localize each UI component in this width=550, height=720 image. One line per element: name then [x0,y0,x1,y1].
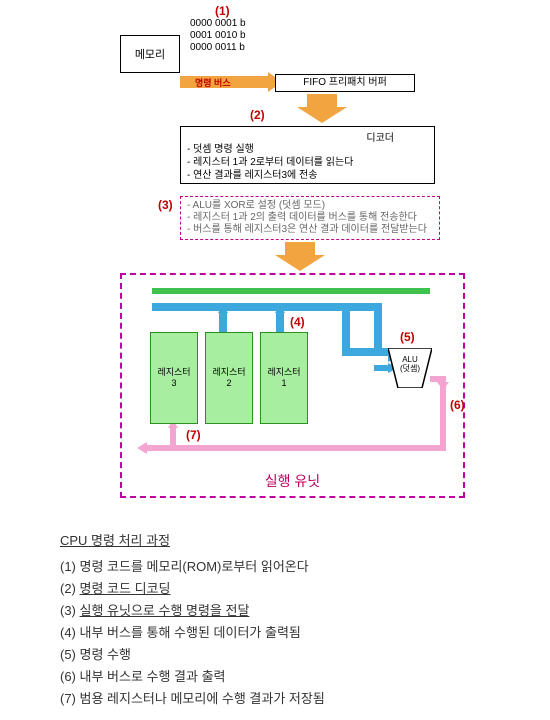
decoder-box: 디코더 - 덧셈 명령 실행 - 레지스터 1과 2로부터 데이터를 읽는다 -… [180,126,435,184]
decoder-line: - 레지스터 1과 2로부터 데이터를 읽는다 [187,156,428,169]
explanation-row: (4) 내부 버스를 통해 수행된 데이터가 출력됨 [60,622,500,644]
register-2: 레지스터 2 [205,332,253,424]
memory-label: 메모리 [135,46,165,62]
bus-blue-v [374,303,382,351]
result-bus-pink [440,385,446,445]
writeback-bus-pink [145,445,446,451]
explanation-row: (5) 명령 수행 [60,644,500,666]
step3-label: (3) [158,198,173,212]
step7-label: (7) [186,428,201,442]
explanation-title: CPU 명령 처리 과정 [60,530,500,552]
step2-label: (2) [250,108,265,122]
register-label: 레지스터 1 [267,367,300,389]
binary-line: 0000 0011 b [190,42,246,54]
decoder-title: 디코더 [366,129,394,144]
step6-label: (6) [450,398,465,412]
explanation-row: (1) 명령 코드를 메모리(ROM)로부터 읽어온다 [60,556,500,578]
fifo-label: FIFO 프리패치 버퍼 [303,77,387,88]
reg-out-blue [219,311,227,334]
step5-label: (5) [400,330,415,344]
exec-unit-title: 실행 유닛 [122,471,463,491]
arrow-down-icon [297,94,347,124]
step3-line: - ALU를 XOR로 설정 (덧셈 모드) [187,200,433,212]
alu-label: ALU (덧셈) [396,355,424,373]
arrow-left-icon [137,442,147,454]
register-label: 레지스터 3 [157,367,190,389]
explanation-row: (2) 명령 코드 디코딩 [60,578,500,600]
decoder-line: - 덧셈 명령 실행 [187,143,428,156]
arrow-down-icon [275,242,325,272]
explanation-row: (7) 범용 레지스터나 메모리에 수행 결과가 저장됨 [60,688,500,710]
explanation-row: (6) 내부 버스로 수행 결과 출력 [60,666,500,688]
explanation-section: CPU 명령 처리 과정 (1) 명령 코드를 메모리(ROM)로부터 읽어온다… [60,530,500,710]
bus-blue-to-alu [342,348,390,356]
inst-bus-label: 명령 버스 [195,76,231,89]
arrow-down-icon [437,382,449,390]
explanation-rows: (1) 명령 코드를 메모리(ROM)로부터 읽어온다(2) 명령 코드 디코딩… [60,556,500,710]
memory-box: 메모리 [120,35,180,73]
cpu-pipeline-diagram: (1) 메모리 0000 0001 b 0001 0010 b 0000 001… [0,0,550,510]
step3-box: - ALU를 XOR로 설정 (덧셈 모드) - 레지스터 1과 2의 출력 데… [180,196,440,240]
register-1: 레지스터 1 [260,332,308,424]
reg-out-blue [276,311,284,334]
control-bus-green [152,288,430,294]
register-label: 레지스터 2 [212,367,245,389]
binary-line: 0001 0010 b [190,30,246,42]
step1-label: (1) [215,4,230,18]
step3-line: - 레지스터 1과 2의 출력 데이터를 버스를 통해 전송한다 [187,212,433,224]
arrow-up-icon [275,305,285,313]
step4-label: (4) [290,315,305,329]
step3-line: - 버스를 통해 레지스터3은 연산 결과 데이터를 전달받는다 [187,224,433,236]
register-3: 레지스터 3 [150,332,198,424]
decoder-line: - 연산 결과를 레지스터3에 전송 [187,169,428,182]
explanation-row: (3) 실행 유닛으로 수행 명령을 전달 [60,600,500,622]
binary-codes: 0000 0001 b 0001 0010 b 0000 0011 b [190,18,246,54]
pink-to-reg3 [170,426,176,446]
arrow-up-icon [218,305,228,313]
fifo-buffer-box: FIFO 프리패치 버퍼 [275,74,415,92]
binary-line: 0000 0001 b [190,18,246,30]
